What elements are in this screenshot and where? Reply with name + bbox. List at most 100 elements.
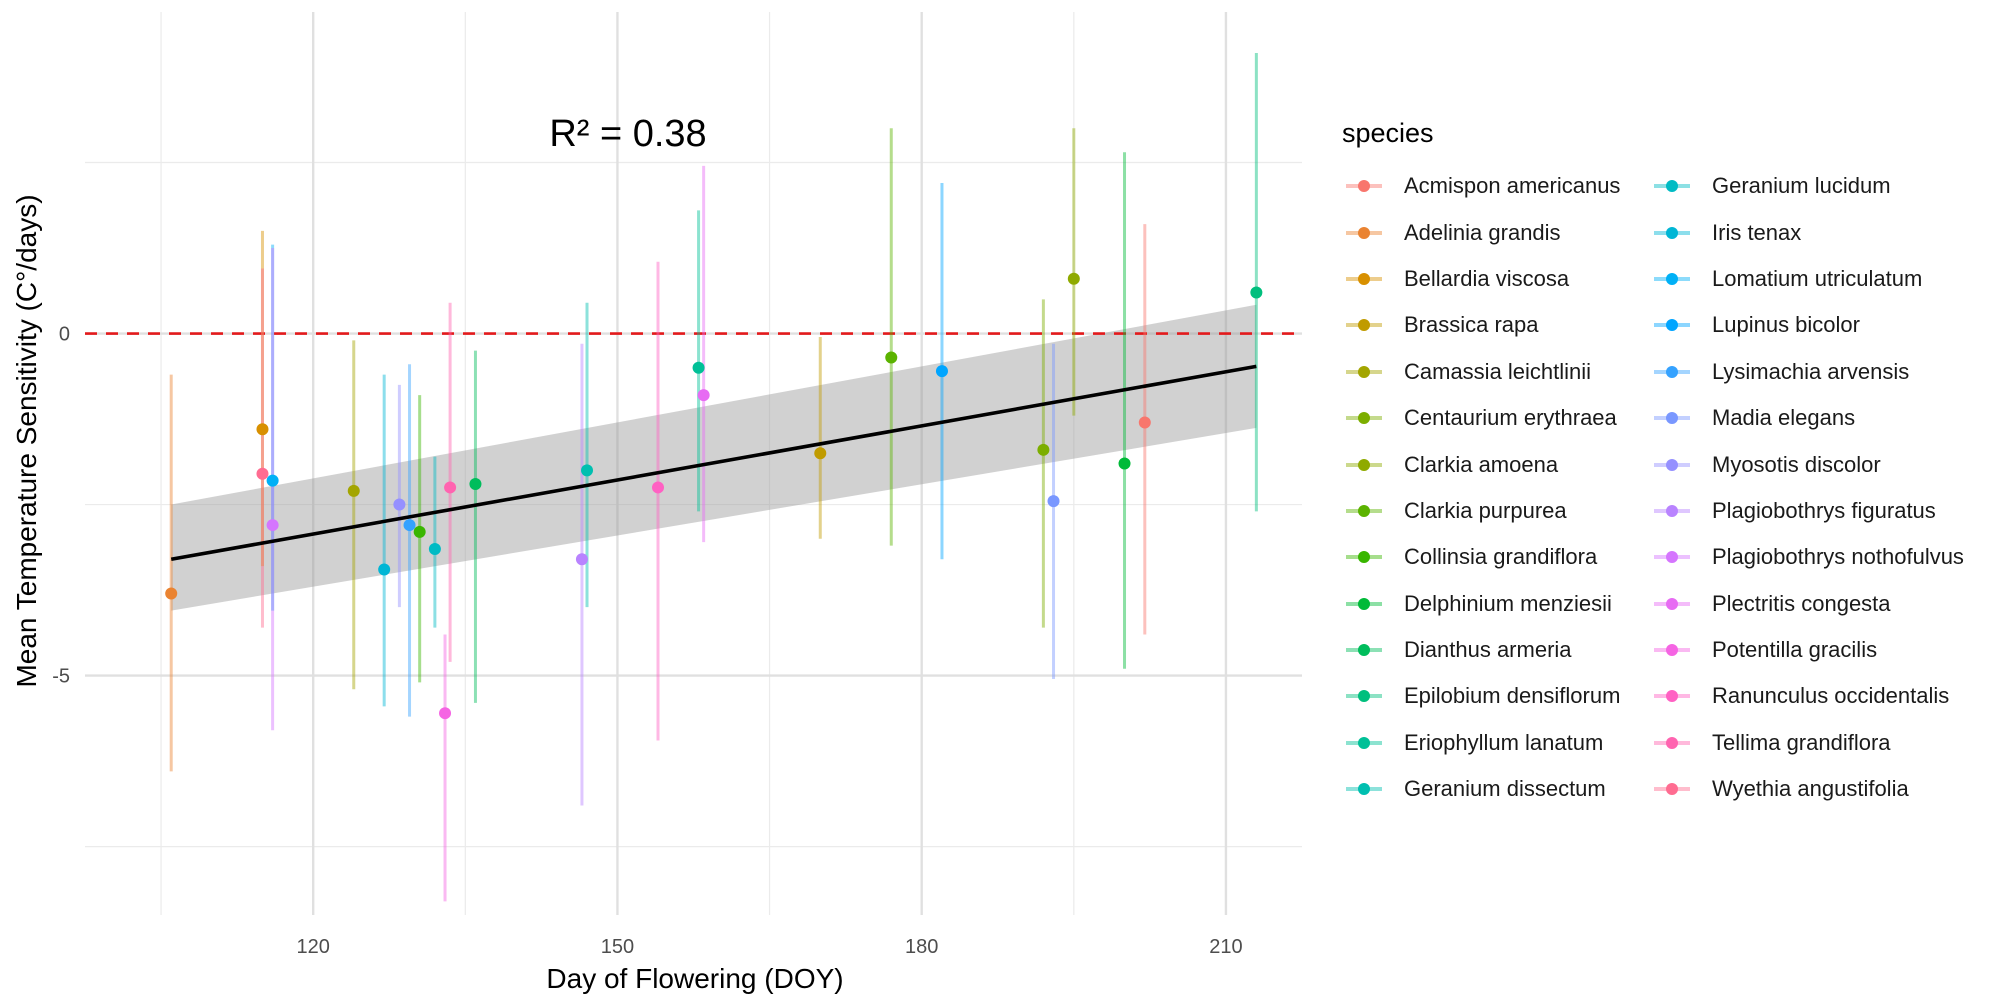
legend: species Acmispon americanus Adelinia gran…: [1342, 118, 1992, 812]
legend-label: Dianthus armeria: [1404, 637, 1572, 663]
legend-label: Lomatium utriculatum: [1712, 265, 1923, 291]
data-point: [1118, 457, 1131, 470]
grid-minor: [85, 12, 1302, 915]
legend-label: Eriophyllum lanatum: [1404, 729, 1604, 755]
r-squared-annotation: R² = 0.38: [549, 113, 706, 155]
data-point: [413, 525, 426, 538]
legend-column: Acmispon americanus Adelinia grandis Bella…: [1342, 163, 1650, 812]
legend-item: Dianthus armeria: [1342, 627, 1650, 673]
legend-key: [1650, 635, 1694, 665]
legend-title: species: [1342, 118, 1434, 148]
legend-key: [1650, 774, 1694, 804]
legend-item: Potentilla gracilis: [1650, 627, 1958, 673]
legend-item: Brassica rapa: [1342, 302, 1650, 348]
data-point: [165, 587, 178, 600]
legend-label: Tellima grandiflora: [1712, 729, 1891, 755]
data-point: [256, 467, 269, 480]
legend-key: [1650, 728, 1694, 758]
legend-item: Adelinia grandis: [1342, 209, 1650, 255]
legend-key: [1342, 774, 1386, 804]
legend-key: [1650, 589, 1694, 619]
x-tick-label: 180: [905, 936, 938, 958]
legend-key: [1650, 357, 1694, 387]
data-point: [652, 481, 665, 494]
legend-key: [1342, 218, 1386, 248]
legend-key: [1650, 542, 1694, 572]
legend-key: [1342, 728, 1386, 758]
data-point: [393, 498, 406, 511]
legend-item: Acmispon americanus: [1342, 163, 1650, 209]
legend-key: [1650, 403, 1694, 433]
data-point: [935, 365, 948, 378]
data-point: [469, 478, 482, 491]
legend-key: [1342, 310, 1386, 340]
legend-column: Geranium lucidum Iris tenax Lomatium utric…: [1650, 163, 1964, 812]
data-point: [1067, 272, 1080, 285]
legend-key: [1650, 496, 1694, 526]
data-point: [444, 481, 457, 494]
data-point: [1047, 495, 1060, 508]
x-tick-label: 120: [297, 936, 330, 958]
legend-key: [1342, 635, 1386, 665]
legend-label: Plectritis congesta: [1712, 590, 1891, 616]
legend-label: Acmispon americanus: [1404, 173, 1621, 199]
legend-label: Iris tenax: [1712, 219, 1802, 245]
legend-item: Plagiobothrys figuratus: [1650, 488, 1958, 534]
legend-key: [1650, 264, 1694, 294]
y-tick-label: -5: [52, 666, 70, 688]
legend-key: [1650, 171, 1694, 201]
data-point: [1138, 416, 1151, 429]
legend-label: Epilobium densiflorum: [1404, 683, 1621, 709]
y-axis-label: Mean Temperature Sensitivity (C°/days): [11, 194, 42, 687]
data-point: [1037, 443, 1050, 456]
legend-key: [1342, 542, 1386, 572]
data-point: [439, 707, 452, 720]
legend-key: [1650, 218, 1694, 248]
legend-label: Delphinium menziesii: [1404, 590, 1612, 616]
legend-key: [1342, 357, 1386, 387]
regression-line: [170, 364, 1257, 562]
legend-label: Geranium dissectum: [1404, 776, 1606, 802]
regression-line-path: [170, 364, 1257, 562]
legend-label: Potentilla gracilis: [1712, 637, 1878, 663]
legend-key: [1342, 403, 1386, 433]
legend-label: Brassica rapa: [1404, 312, 1539, 338]
legend-label: Lysimachia arvensis: [1712, 358, 1910, 384]
x-tick-label: 210: [1209, 936, 1242, 958]
legend-item: Geranium lucidum: [1650, 163, 1958, 209]
legend-item: Madia elegans: [1650, 395, 1958, 441]
data-point: [1250, 286, 1263, 299]
data-point: [256, 423, 269, 436]
legend-item: Centaurium erythraea: [1342, 395, 1650, 441]
data-point: [581, 464, 594, 477]
legend-key: [1342, 264, 1386, 294]
confidence-band: [171, 304, 1257, 611]
data-point: [575, 553, 588, 566]
legend-label: Plagiobothrys figuratus: [1712, 497, 1936, 523]
legend-item: Ranunculus occidentalis: [1650, 673, 1958, 719]
x-tick-labels: 120 150 180 210: [297, 936, 1243, 958]
legend-label: Centaurium erythraea: [1404, 405, 1617, 431]
data-point: [266, 519, 279, 532]
legend-label: Bellardia viscosa: [1404, 265, 1570, 291]
legend-key: [1650, 450, 1694, 480]
legend-item: Epilobium densiflorum: [1342, 673, 1650, 719]
legend-key: [1342, 681, 1386, 711]
y-tick-label: 0: [59, 324, 70, 346]
legend-item: Plectritis congesta: [1650, 581, 1958, 627]
legend-item: Camassia leichtlinii: [1342, 349, 1650, 395]
legend-item: Wyethia angustifolia: [1650, 766, 1958, 812]
data-point: [885, 351, 898, 364]
legend-item: Lupinus bicolor: [1650, 302, 1958, 348]
legend-item: Delphinium menziesii: [1342, 581, 1650, 627]
legend-label: Collinsia grandiflora: [1404, 544, 1598, 570]
legend-columns: Acmispon americanus Adelinia grandis Bella…: [1342, 163, 1992, 812]
legend-label: Madia elegans: [1712, 405, 1856, 431]
legend-item: Tellima grandiflora: [1650, 720, 1958, 766]
legend-key: [1342, 171, 1386, 201]
legend-label: Clarkia purpurea: [1404, 497, 1567, 523]
data-point: [697, 389, 710, 402]
data-point: [266, 474, 279, 487]
legend-item: Eriophyllum lanatum: [1342, 720, 1650, 766]
data-point: [403, 519, 416, 532]
